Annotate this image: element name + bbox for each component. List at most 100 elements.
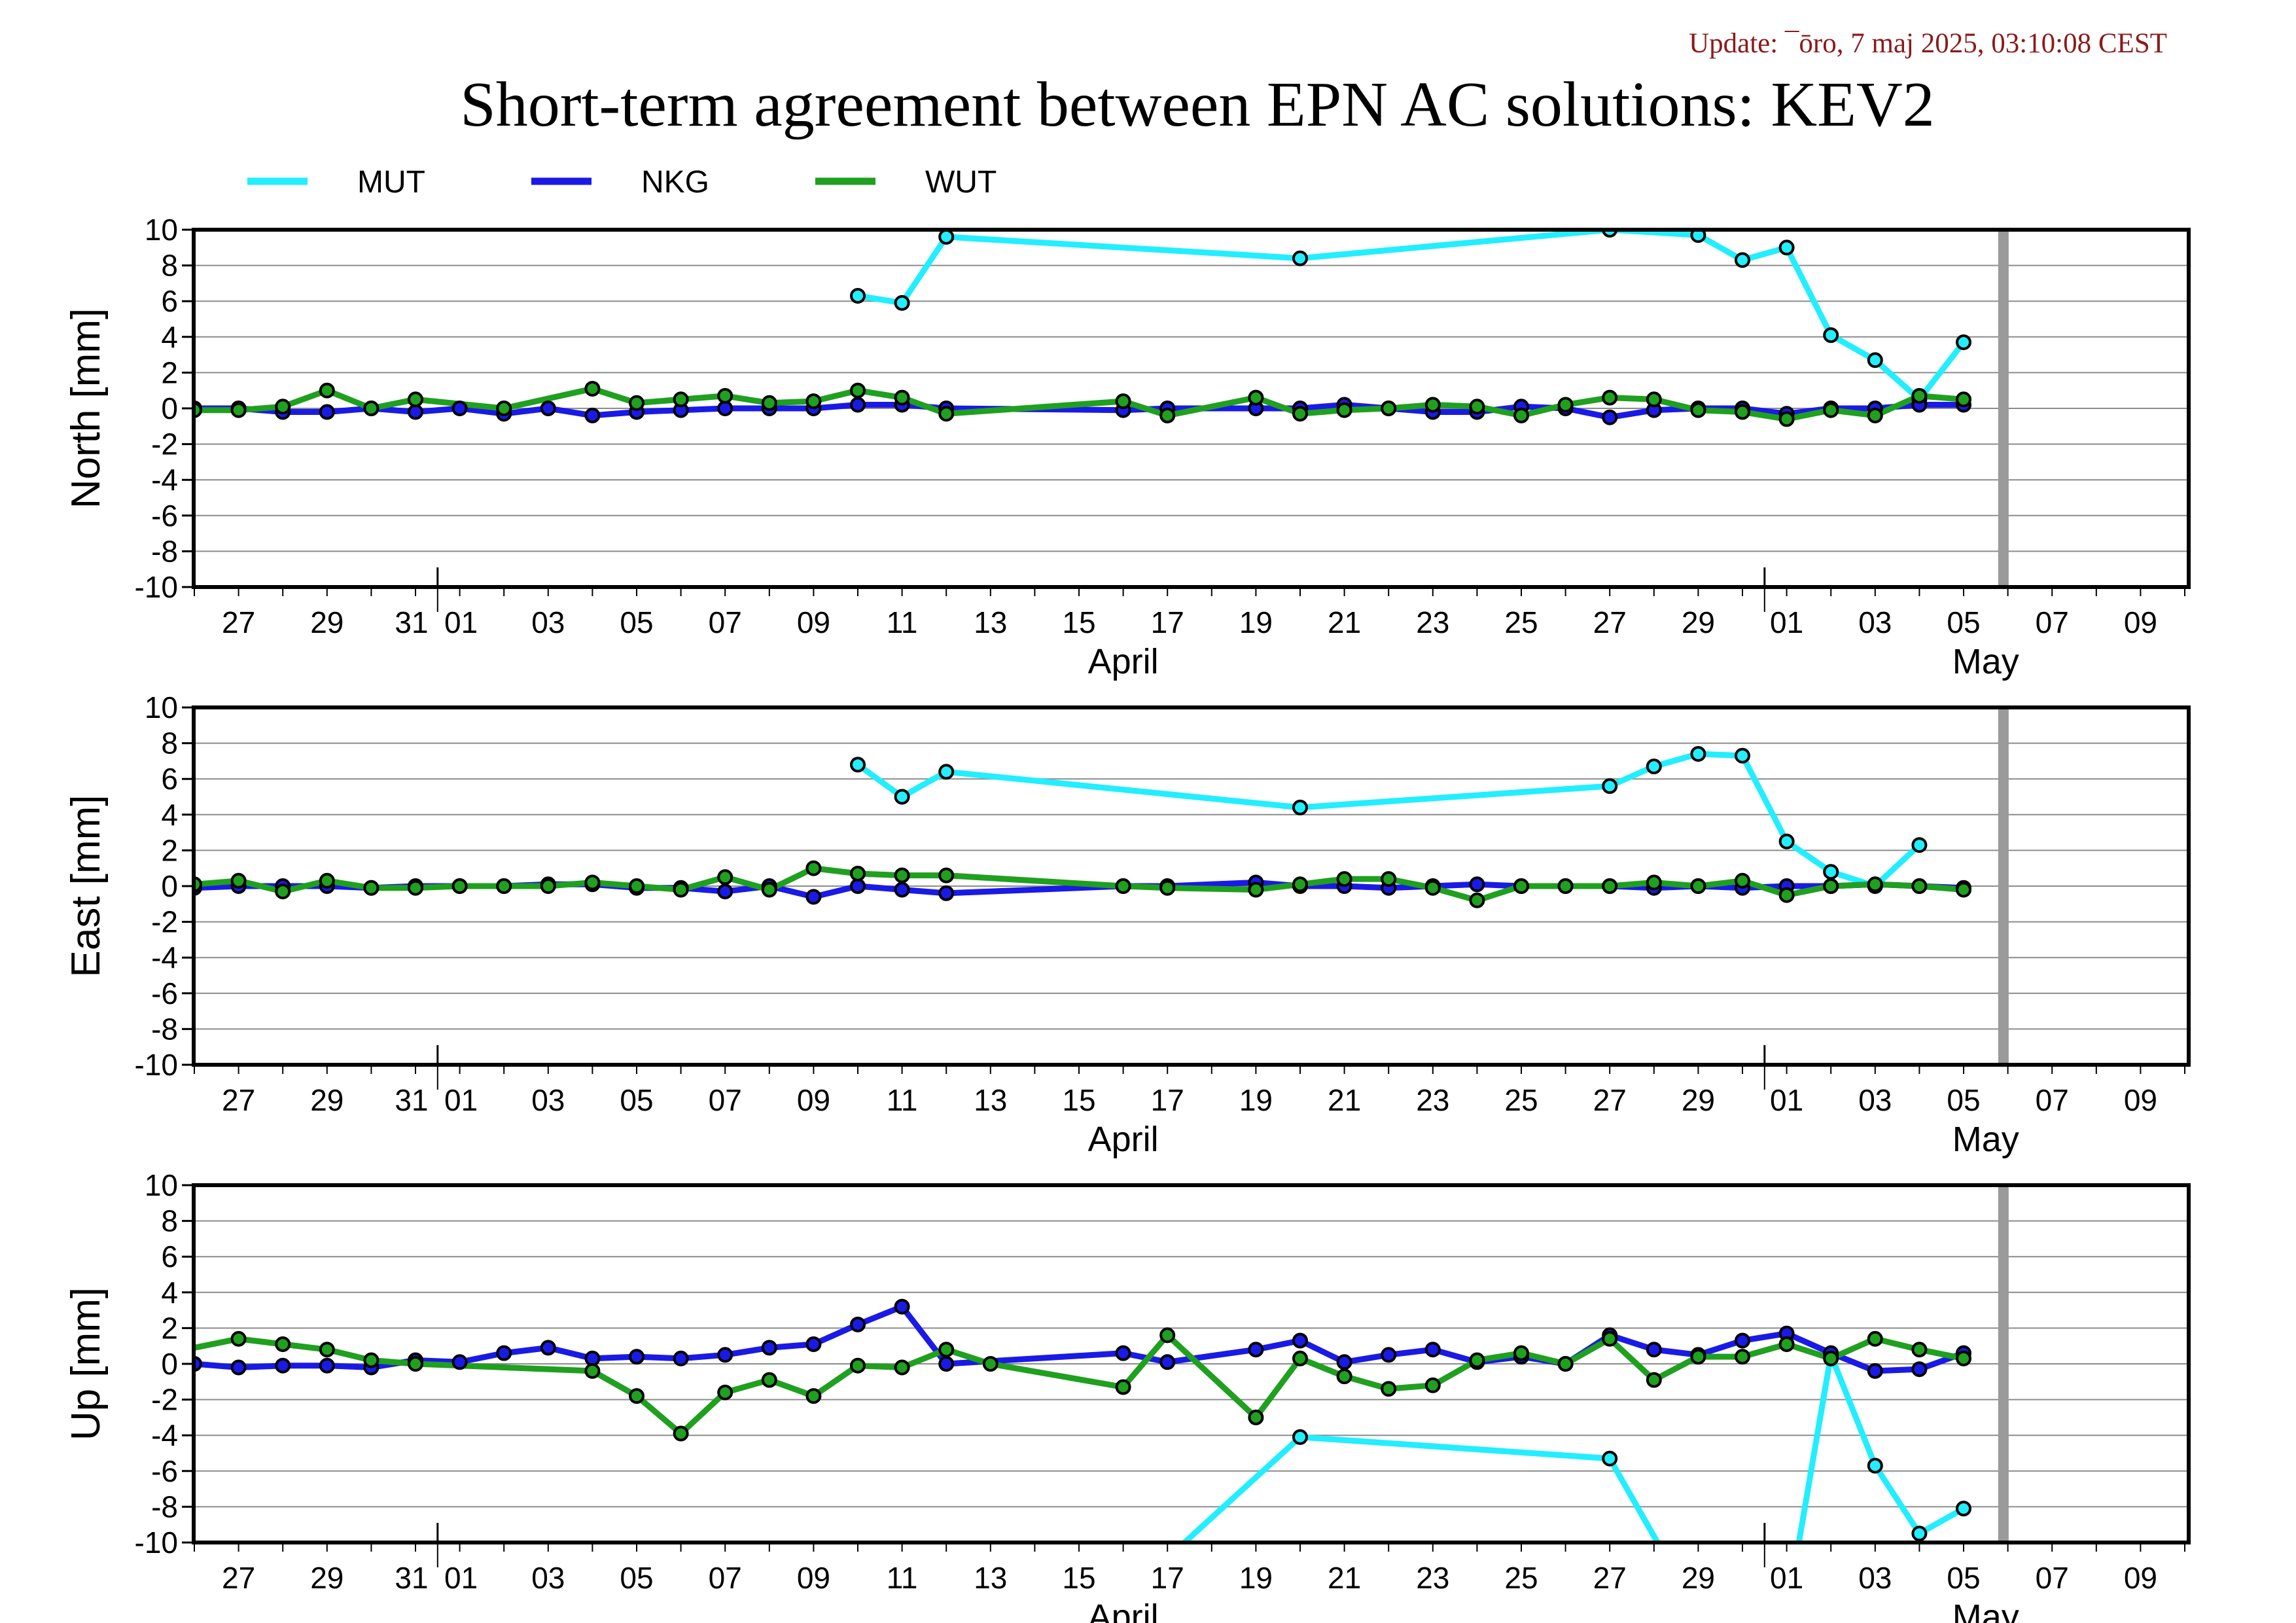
data-point-wut bbox=[1381, 871, 1397, 887]
data-point-wut bbox=[850, 865, 866, 882]
data-point-wut bbox=[408, 391, 423, 408]
data-point-wut bbox=[938, 1342, 955, 1358]
data-point-wut bbox=[717, 869, 733, 885]
y-tick-label: 4 bbox=[161, 798, 178, 832]
y-tick-label: -6 bbox=[151, 1454, 178, 1488]
data-point-nkg bbox=[850, 878, 866, 894]
x-tick-label: 07 bbox=[709, 605, 742, 639]
x-tick-label: 15 bbox=[1062, 605, 1095, 639]
data-point-mut bbox=[850, 757, 866, 773]
series-group bbox=[143, 746, 1971, 908]
data-point-nkg bbox=[496, 1345, 512, 1361]
data-point-nkg bbox=[143, 1355, 156, 1368]
data-point-mut bbox=[1867, 1457, 1883, 1474]
data-point-mut bbox=[938, 230, 955, 245]
x-tick-label: 03 bbox=[1858, 1561, 1892, 1595]
y-tick-label: -6 bbox=[151, 499, 178, 533]
x-tick-label: 05 bbox=[1947, 1561, 1980, 1595]
x-tick-label: 23 bbox=[1416, 1083, 1449, 1117]
x-tick-label: 05 bbox=[1947, 1083, 1980, 1117]
x-tick-label: 05 bbox=[620, 1561, 653, 1595]
data-point-wut bbox=[143, 1350, 156, 1363]
data-point-nkg bbox=[230, 1359, 247, 1376]
data-point-nkg bbox=[540, 1340, 556, 1356]
data-point-wut bbox=[1248, 389, 1264, 406]
x-tick-label: 07 bbox=[709, 1083, 742, 1117]
data-point-mut bbox=[1690, 746, 1706, 762]
x-tick-label: 01 bbox=[444, 605, 478, 639]
data-point-nkg bbox=[319, 1357, 335, 1374]
x-tick-label: 09 bbox=[797, 605, 830, 639]
data-point-wut bbox=[584, 874, 601, 891]
data-point-wut bbox=[1778, 887, 1795, 903]
data-point-wut bbox=[143, 878, 156, 891]
y-tick-label: 8 bbox=[161, 249, 178, 283]
data-point-wut bbox=[761, 1372, 777, 1388]
data-point-wut bbox=[1469, 399, 1485, 415]
x-tick-label: 03 bbox=[1858, 1083, 1892, 1117]
data-point-nkg bbox=[1867, 1363, 1883, 1379]
x-tick-label: 29 bbox=[310, 605, 344, 639]
y-tick-label: 8 bbox=[161, 1204, 178, 1238]
data-point-wut bbox=[275, 1336, 291, 1352]
data-point-wut bbox=[982, 1356, 998, 1372]
data-point-wut bbox=[850, 1357, 866, 1374]
data-point-wut bbox=[584, 381, 601, 397]
y-tick-label: -2 bbox=[151, 1383, 178, 1417]
x-month-label: April bbox=[1088, 1597, 1159, 1623]
data-point-nkg bbox=[894, 1298, 910, 1315]
data-point-wut bbox=[1424, 397, 1441, 413]
data-point-wut bbox=[1911, 878, 1928, 894]
data-point-wut bbox=[1823, 1350, 1839, 1366]
y-tick-label: -2 bbox=[151, 427, 178, 461]
data-point-mut bbox=[1690, 230, 1706, 243]
data-point-nkg bbox=[673, 1350, 689, 1366]
data-point-wut bbox=[1424, 880, 1441, 896]
data-point-nkg bbox=[1911, 1361, 1928, 1378]
x-tick-label: 27 bbox=[222, 605, 255, 639]
data-point-wut bbox=[143, 404, 156, 417]
data-point-nkg bbox=[894, 882, 910, 898]
data-point-mut bbox=[1778, 833, 1795, 849]
data-point-wut bbox=[673, 882, 689, 898]
x-tick-label: 19 bbox=[1239, 1083, 1273, 1117]
y-tick-label: 10 bbox=[145, 1168, 178, 1202]
data-point-nkg bbox=[1646, 1342, 1662, 1358]
y-tick-label: -4 bbox=[151, 463, 178, 497]
data-point-wut bbox=[540, 878, 556, 894]
y-tick-label: -4 bbox=[151, 1418, 178, 1452]
data-point-nkg bbox=[1115, 1345, 1131, 1361]
legend-label-wut: WUT bbox=[925, 165, 997, 200]
data-point-wut bbox=[1336, 402, 1352, 418]
data-point-wut bbox=[319, 382, 335, 399]
x-tick-label: 15 bbox=[1062, 1083, 1095, 1117]
data-point-wut bbox=[894, 1359, 910, 1376]
x-tick-label: 11 bbox=[887, 1083, 918, 1117]
data-point-nkg bbox=[717, 401, 733, 416]
data-point-wut bbox=[1646, 874, 1662, 891]
data-point-nkg bbox=[143, 397, 156, 410]
y-tick-label: 8 bbox=[161, 726, 178, 760]
data-point-wut bbox=[1513, 1345, 1529, 1361]
y-tick-label: 6 bbox=[161, 1240, 178, 1274]
data-point-wut bbox=[1690, 402, 1706, 418]
data-point-mut bbox=[1823, 327, 1839, 344]
data-point-nkg bbox=[629, 1349, 645, 1365]
x-tick-label: 21 bbox=[1328, 605, 1361, 639]
x-tick-label: 13 bbox=[974, 605, 1007, 639]
data-point-mut bbox=[1602, 778, 1618, 794]
y-tick-label: -6 bbox=[151, 976, 178, 1010]
data-point-wut bbox=[275, 883, 291, 900]
x-tick-label: 01 bbox=[1770, 605, 1803, 639]
x-tick-label: 07 bbox=[709, 1561, 742, 1595]
data-point-wut bbox=[408, 880, 423, 896]
page-title: Short-term agreement between EPN AC solu… bbox=[460, 69, 1935, 140]
data-point-wut bbox=[363, 1352, 380, 1368]
x-tick-label: 01 bbox=[444, 1561, 478, 1595]
x-tick-label: 09 bbox=[2124, 1083, 2157, 1117]
data-point-mut bbox=[1911, 1525, 1928, 1542]
data-point-wut bbox=[1690, 1349, 1706, 1365]
data-point-wut bbox=[938, 406, 955, 422]
data-point-mut bbox=[1956, 1501, 1971, 1517]
